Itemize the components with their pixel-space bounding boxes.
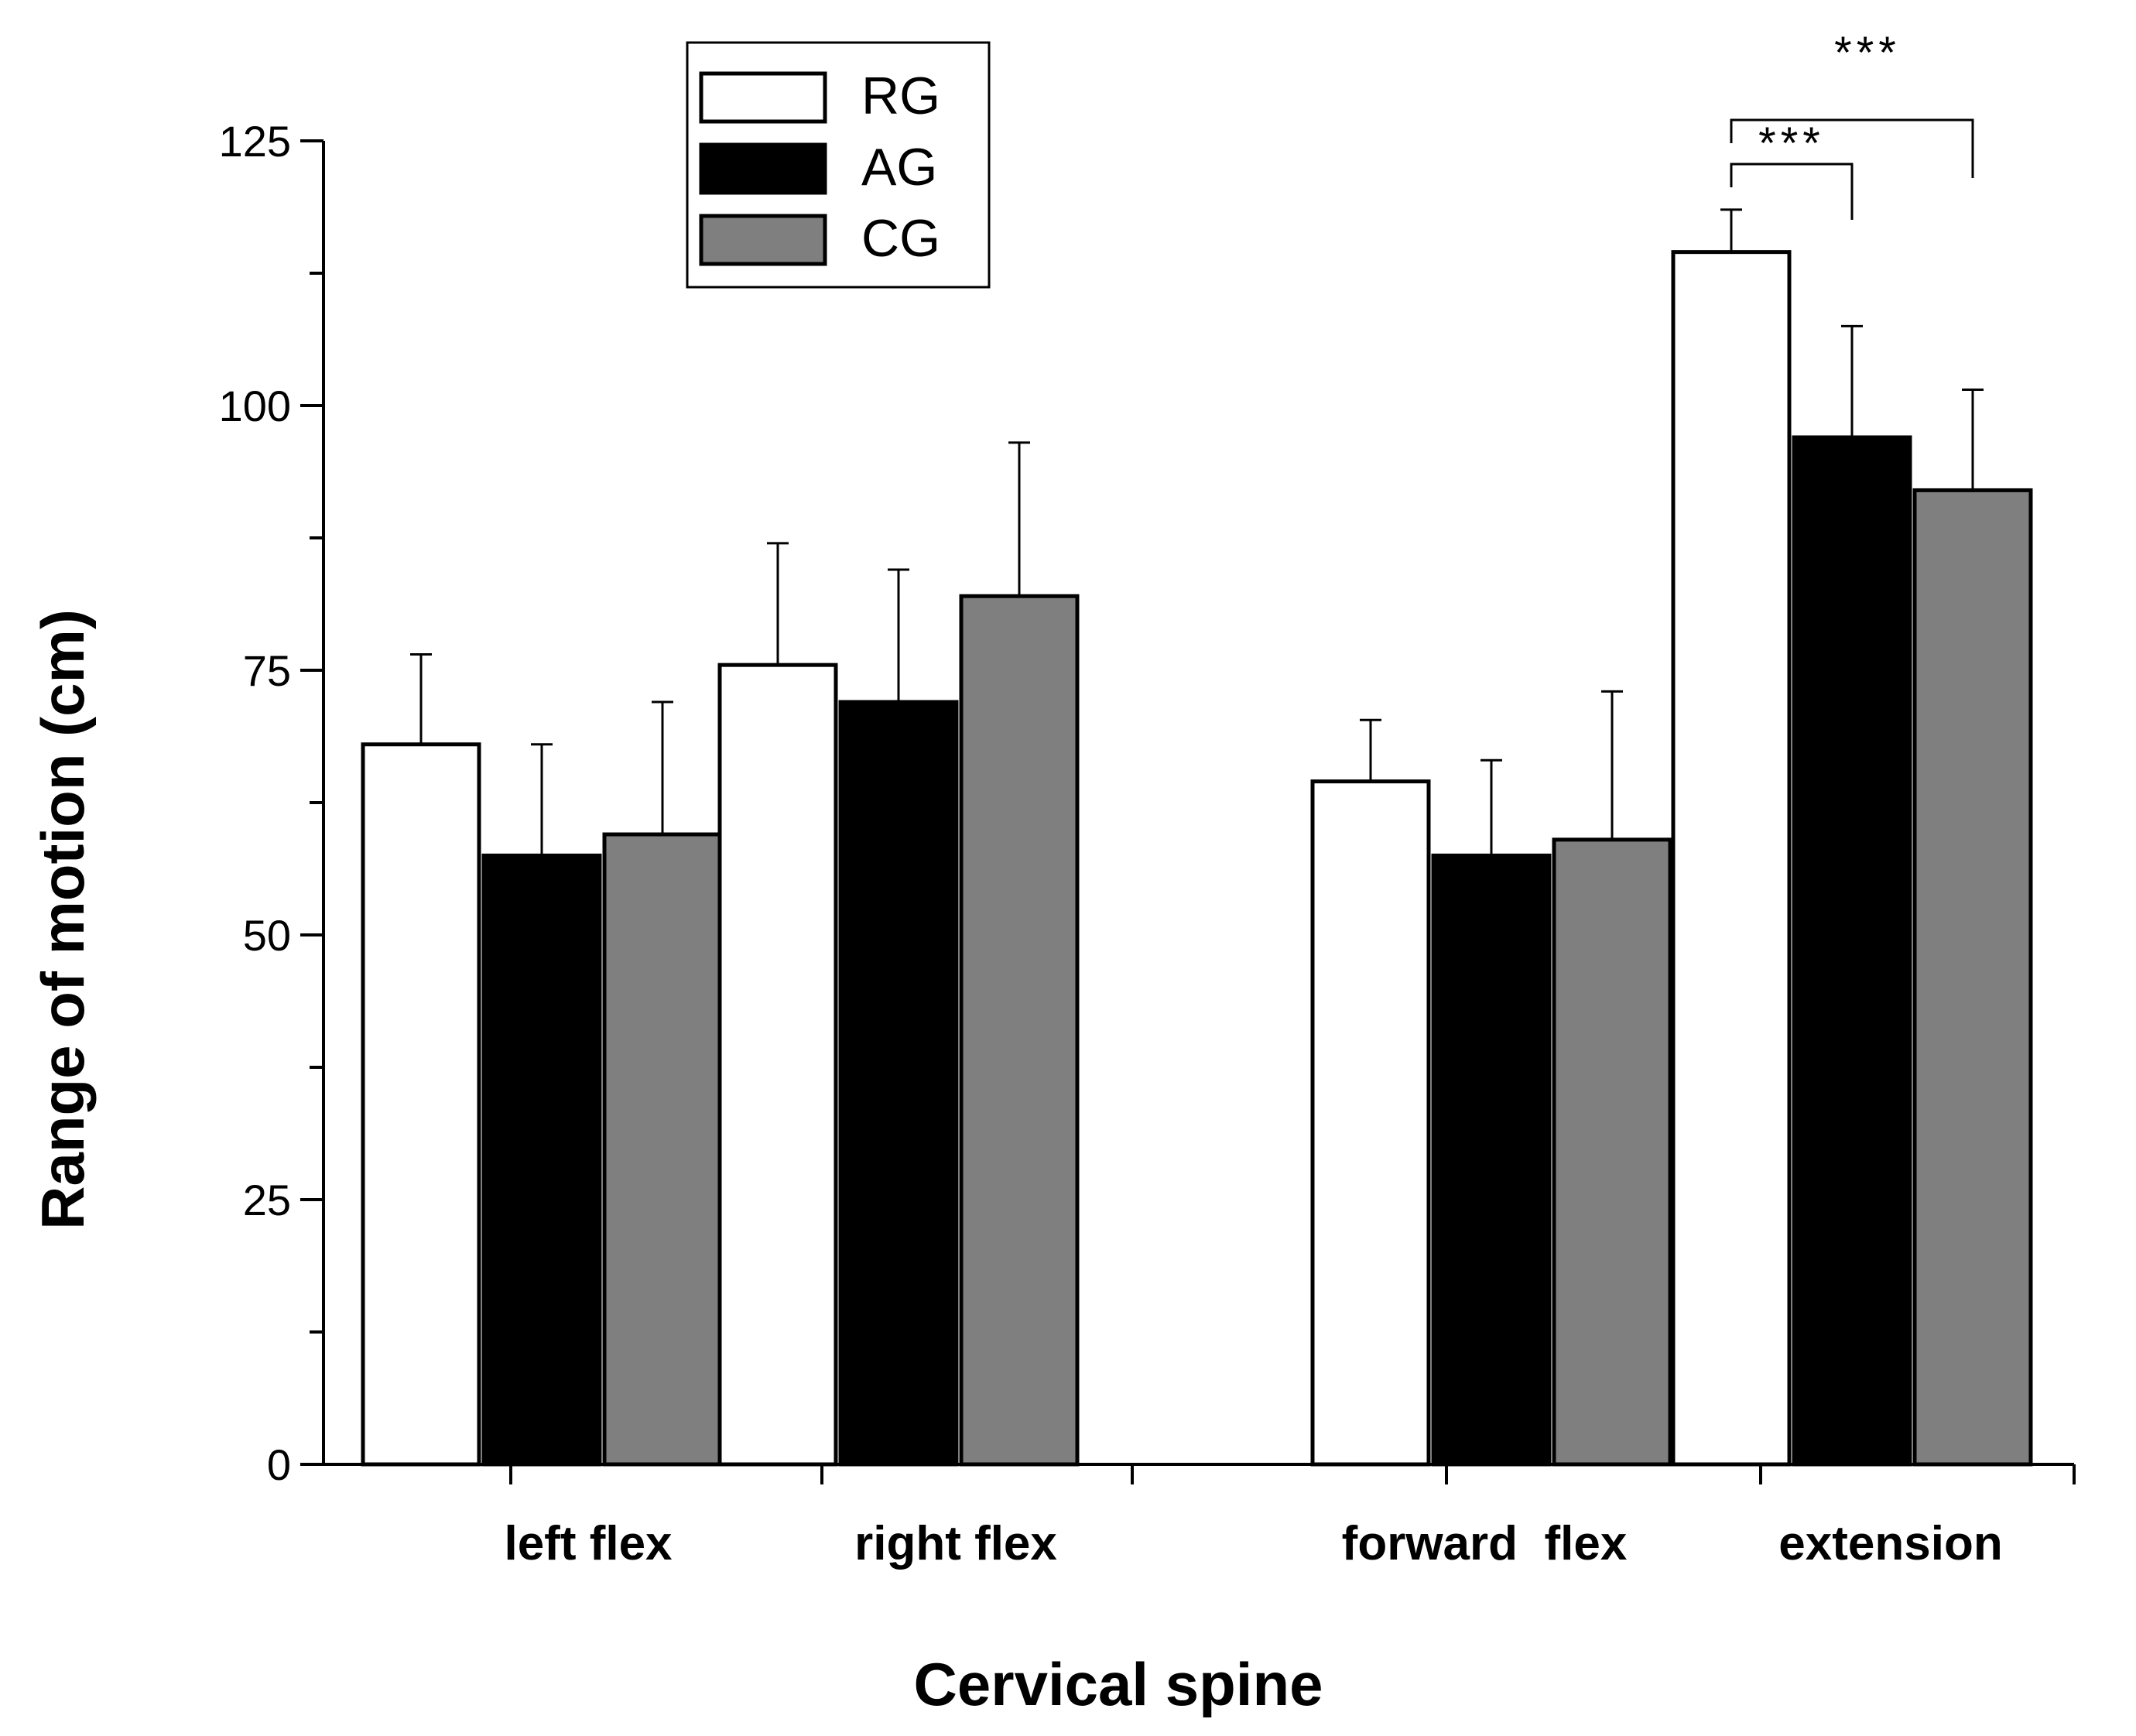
y-tick-label: 25 [243,1176,291,1224]
y-tick-label: 50 [243,911,291,960]
x-category-label: left flex [504,1517,673,1570]
y-tick-label: 100 [219,382,291,430]
x-category-label: forward flex [1342,1517,1628,1570]
significance-annotations: ****** [1730,28,1974,220]
bar-rg-2 [1310,779,1431,1467]
error-bars [410,208,1984,856]
x-axis: left flex right flex forward flex extension [323,1463,2076,1570]
legend: RG AG CG [686,41,991,289]
significance-label: *** [1758,118,1825,169]
bar-cg-2 [1552,837,1672,1467]
significance-label: *** [1834,28,1901,78]
x-category-label: right flex [854,1517,1057,1570]
bar-cg-1 [959,594,1080,1467]
legend-label-rg: RG [861,67,940,125]
bars [361,250,2033,1467]
y-tick-label: 125 [219,117,291,166]
bar-ag-2 [1431,853,1552,1467]
y-tick-label: 0 [267,1440,291,1489]
significance-bracket [1730,118,1974,178]
x-axis-title: Cervical spine [914,1650,1323,1718]
legend-label-cg: CG [861,209,940,268]
legend-swatch-ag [699,142,827,195]
bar-rg-1 [717,663,838,1467]
bar-ag-1 [838,700,959,1467]
bar-cg-0 [602,832,723,1467]
bar-ag-0 [481,853,602,1467]
bar-ag-3 [1792,435,1912,1467]
legend-swatch-cg [699,214,827,266]
y-axis: 0 25 50 75 100 125 [219,117,325,1489]
legend-label-ag: AG [861,138,937,197]
y-tick-label: 75 [243,646,291,695]
x-category-label: extension [1778,1517,2002,1570]
bar-rg-0 [361,742,481,1467]
legend-swatch-rg [699,71,827,124]
significance-bracket [1730,163,1854,220]
bar-cg-3 [1912,488,2033,1467]
y-axis-title: Range of motion (cm) [29,609,97,1230]
bar-rg-3 [1671,250,1792,1467]
